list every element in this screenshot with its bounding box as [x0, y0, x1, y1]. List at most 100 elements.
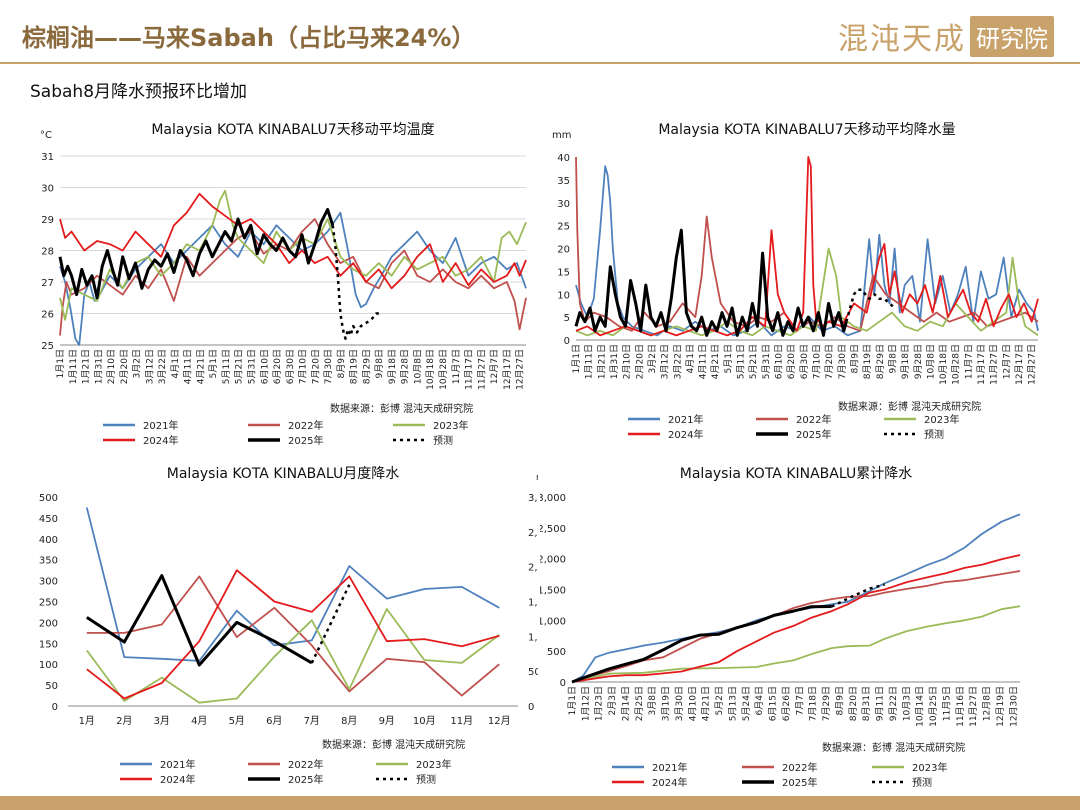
x-tick-label: 5月	[229, 715, 245, 727]
x-tick-label: 2月20日	[634, 344, 645, 379]
x-tick-label: 1月1日	[567, 686, 578, 715]
x-tick-label: 6月	[266, 715, 282, 727]
x-tick-label: 6月10日	[259, 349, 270, 384]
x-tick-label: 6月20日	[786, 344, 797, 379]
x-tick-label: 10月28日	[438, 349, 449, 390]
x-tick-label: 3月12日	[144, 349, 155, 384]
y-tick-label: 150	[39, 639, 58, 650]
y-tick-label: 5	[564, 313, 570, 324]
temperature-chart: Malaysia KOTA KINABALU7天移动平均温度 °C 25 26 27 28…	[40, 122, 527, 447]
page-title: 棕榈油——马来Sabah（占比马来24%）	[22, 24, 476, 52]
x-tick-label: 7月20日	[310, 349, 321, 384]
y-tick-label: 27	[41, 278, 54, 289]
x-tick-label: 3月2日	[647, 344, 658, 373]
logo-text: 混沌天成	[838, 22, 966, 57]
cumulative-rain-chart: Malaysia KOTA KINABALU累计降水 0 500 1,000 1,500…	[537, 466, 1021, 789]
x-tick-label: 11月7日	[451, 349, 462, 384]
header-divider	[0, 62, 1080, 64]
x-tick-label: 5月11日	[736, 344, 747, 379]
x-tick-label: 1月12日	[580, 686, 591, 721]
x-tick-label: 3月22日	[672, 344, 683, 379]
y-tick-label: 100	[39, 660, 58, 671]
x-tick-label: 11月7日	[963, 344, 974, 379]
x-tick-label: 2月10日	[106, 349, 117, 384]
y-tick-label: 1,500	[540, 586, 566, 597]
legend-label: 2024年	[143, 434, 178, 447]
series-line-2025	[571, 605, 832, 684]
x-tick-label: 10月28日	[951, 344, 962, 385]
right-y-tick-label: 2,500	[528, 528, 538, 539]
x-tick-label: 9月28日	[913, 344, 924, 379]
legend-label: 预测	[924, 428, 944, 441]
y-tick-label: 3,000	[540, 493, 566, 504]
y-tick-label: 0	[560, 678, 566, 689]
x-tick-label: 2月10日	[622, 344, 633, 379]
x-tick-label: 3月2日	[132, 349, 143, 378]
y-tick-label: 25	[557, 222, 570, 233]
right-y-tick-label: 1,000	[528, 632, 538, 643]
chart-title: Malaysia KOTA KINABALU月度降水	[167, 466, 399, 482]
x-tick-label: 9月18日	[900, 344, 911, 379]
x-tick-label: 8月19日	[349, 349, 360, 384]
x-tick-label: 8月	[341, 715, 357, 727]
x-tick-label: 4月11日	[698, 344, 709, 379]
x-tick-label: 9月22日	[888, 686, 899, 721]
x-tick-label: 7月20日	[824, 344, 835, 379]
slide-subtitle: Sabah8月降水预报环比增加	[30, 82, 248, 102]
y-tick-label: 35	[557, 176, 570, 187]
series-line-itemforecast	[845, 288, 896, 323]
x-tick-label: 12月30日	[1008, 686, 1019, 727]
x-tick-label: 12月7日	[1001, 344, 1012, 379]
chart-title: Malaysia KOTA KINABALU累计降水	[680, 466, 912, 482]
y-axis-unit: mm	[552, 130, 571, 141]
series-line-itemforecast	[331, 225, 382, 340]
x-tick-label: 8月20日	[848, 686, 859, 721]
x-tick-label: 2月	[116, 715, 132, 727]
brand-logo: 混沌天成 研究院	[838, 14, 1054, 58]
x-tick-label: 10月18日	[938, 344, 949, 385]
y-tick-label: 30	[557, 199, 570, 210]
x-tick-label: 5月1日	[208, 349, 219, 378]
x-tick-label: 10月18日	[425, 349, 436, 390]
x-tick-label: 4月21日	[710, 344, 721, 379]
x-tick-label: 11月17日	[976, 344, 987, 385]
legend-label: 2022年	[782, 761, 817, 774]
cumulative-rain-chart-panel: Malaysia KOTA KINABALU累计降水 0 500 1,000 1,500…	[537, 456, 1072, 792]
monthly-rain-chart-panel: Malaysia KOTA KINABALU月度降水 0 50 100 150 200 25…	[8, 456, 557, 792]
x-tick-label: 9月	[379, 715, 395, 727]
y-tick-label: 250	[39, 598, 58, 609]
series-line-2025	[58, 208, 335, 300]
series-line-itemforecast	[831, 583, 885, 608]
x-tick-label: 5月13日	[727, 686, 738, 721]
x-tick-label: 3月	[154, 715, 170, 727]
x-tick-label: 7月29日	[821, 686, 832, 721]
x-tick-label: 4月21日	[195, 349, 206, 384]
series-line-itemforecast	[310, 584, 351, 664]
series-line-2022	[571, 570, 1021, 683]
series-line-2023	[571, 605, 1021, 683]
x-tick-label: 5月11日	[221, 349, 232, 384]
x-tick-label: 5月24日	[741, 686, 752, 721]
legend-label: 2023年	[924, 413, 959, 426]
legend-label: 2024年	[652, 776, 687, 789]
x-tick-label: 4月21日	[701, 686, 712, 721]
x-tick-label: 7月30日	[837, 344, 848, 379]
series-line-2024	[575, 156, 1039, 337]
x-tick-label: 8月29日	[361, 349, 372, 384]
series-line-2025	[85, 574, 313, 667]
source-note: 数据来源：彭博 混沌天成研究院	[838, 400, 981, 413]
x-tick-label: 8月29日	[875, 344, 886, 379]
x-tick-label: 12月	[488, 715, 511, 727]
page-header: 棕榈油——马来Sabah（占比马来24%） 混沌天成 研究院	[0, 0, 1080, 62]
footer-bar	[0, 796, 1080, 810]
x-tick-label: 2月25日	[634, 686, 645, 721]
x-tick-label: 8月9日	[336, 349, 347, 378]
source-note: 数据来源：彭博 混沌天成研究院	[322, 738, 465, 751]
legend-label: 2021年	[160, 758, 195, 771]
x-tick-label: 11月27日	[989, 344, 1000, 385]
monthly-rain-chart: Malaysia KOTA KINABALU月度降水 0 50 100 150 200 25…	[39, 466, 557, 786]
y-tick-label: 10	[557, 290, 570, 301]
y-tick-label: 30	[41, 184, 54, 195]
series-line-2024	[571, 554, 1021, 683]
x-tick-label: 7月30日	[323, 349, 334, 384]
